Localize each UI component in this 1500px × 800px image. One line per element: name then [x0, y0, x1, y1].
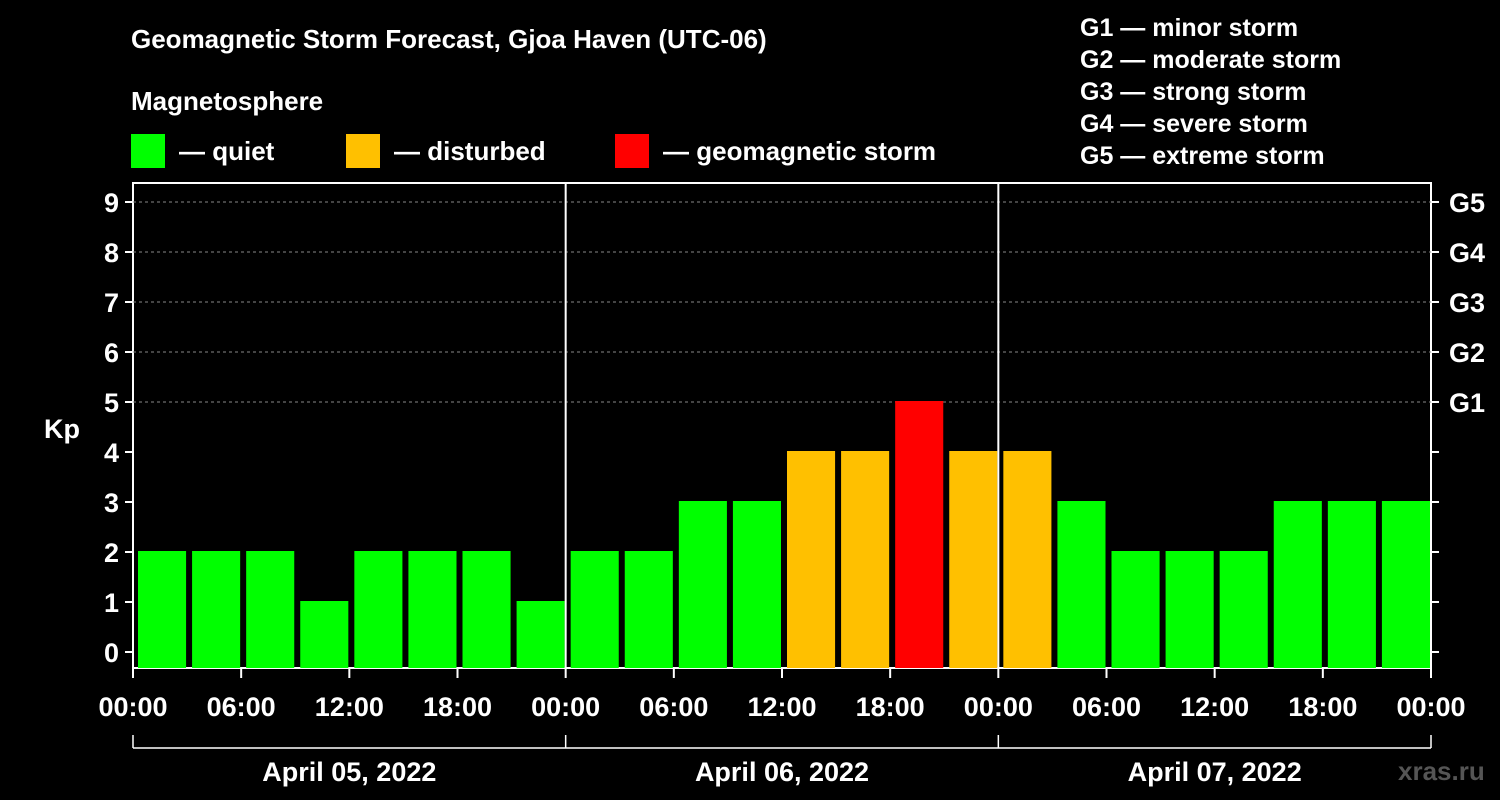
kp-bar [1057, 501, 1106, 668]
x-tick-label: 18:00 [1288, 692, 1357, 722]
kp-bar [1165, 551, 1214, 668]
legend-item-quiet: — quiet [131, 134, 274, 168]
legend-label-disturbed: — disturbed [394, 135, 546, 166]
y-tick-label: 6 [104, 338, 119, 368]
kp-bar [1381, 501, 1430, 668]
kp-bar [1327, 501, 1376, 668]
legend-swatch-quiet [131, 134, 165, 168]
g-scale-label: G5 [1449, 188, 1485, 218]
kp-bar [1003, 451, 1052, 668]
y-tick-label: 2 [104, 538, 119, 568]
y-tick-label: 0 [104, 638, 119, 668]
g-scale-label: G4 [1449, 238, 1485, 268]
kp-bar [462, 551, 511, 668]
x-tick-label: 06:00 [1072, 692, 1141, 722]
x-tick-label: 00:00 [531, 692, 600, 722]
day-label: April 07, 2022 [1128, 757, 1302, 787]
kp-bar [624, 551, 673, 668]
storm-scale-g1: G1 — minor storm [1080, 14, 1299, 42]
legend-label-quiet: — quiet [179, 135, 275, 166]
legend-item-disturbed: — disturbed [346, 134, 546, 168]
kp-bar [787, 451, 836, 668]
kp-bar [841, 451, 890, 668]
x-tick-label: 00:00 [1396, 692, 1465, 722]
y-tick-label: 4 [104, 438, 119, 468]
kp-bar [246, 551, 295, 668]
y-axis-label: Kp [44, 414, 80, 444]
x-tick-label: 12:00 [747, 692, 816, 722]
legend-heading: Magnetosphere [131, 86, 324, 116]
kp-bar [732, 501, 781, 668]
kp-bar [300, 601, 349, 668]
watermark: xras.ru [1398, 756, 1485, 786]
kp-bar [408, 551, 457, 668]
kp-bar [192, 551, 241, 668]
kp-bar [1219, 551, 1268, 668]
storm-scale-g2: G2 — moderate storm [1080, 46, 1342, 74]
g-scale-label: G2 [1449, 338, 1485, 368]
kp-bar [1111, 551, 1160, 668]
kp-bar [354, 551, 403, 668]
g-scale-label: G1 [1449, 388, 1485, 418]
legend-label-storm: — geomagnetic storm [663, 135, 937, 166]
legend-item-storm: — geomagnetic storm [615, 134, 936, 168]
day-label: April 06, 2022 [695, 757, 869, 787]
storm-scale-legend: G1 — minor storm G2 — moderate storm G3 … [1080, 12, 1341, 172]
kp-bar [949, 451, 998, 668]
x-tick-label: 18:00 [856, 692, 925, 722]
kp-bar [570, 551, 619, 668]
x-tick-label: 12:00 [315, 692, 384, 722]
kp-bar [138, 551, 187, 668]
x-tick-label: 06:00 [207, 692, 276, 722]
storm-scale-g4: G4 — severe storm [1080, 110, 1308, 138]
y-tick-label: 3 [104, 488, 119, 518]
x-tick-label: 00:00 [98, 692, 167, 722]
x-tick-label: 18:00 [423, 692, 492, 722]
kp-bar [516, 601, 565, 668]
y-tick-label: 7 [104, 288, 119, 318]
legend-swatch-storm [615, 134, 649, 168]
x-tick-label: 12:00 [1180, 692, 1249, 722]
g-scale-label: G3 [1449, 288, 1485, 318]
kp-bar [1273, 501, 1322, 668]
day-label: April 05, 2022 [262, 757, 436, 787]
kp-bar [895, 401, 944, 668]
storm-scale-g3: G3 — strong storm [1080, 78, 1307, 106]
x-tick-label: 00:00 [964, 692, 1033, 722]
chart-title: Geomagnetic Storm Forecast, Gjoa Haven (… [131, 24, 767, 54]
storm-scale-g5: G5 — extreme storm [1080, 142, 1325, 170]
x-tick-label: 06:00 [639, 692, 708, 722]
legend-swatch-disturbed [346, 134, 380, 168]
kp-bar [678, 501, 727, 668]
y-tick-label: 9 [104, 188, 119, 218]
y-tick-label: 1 [104, 588, 119, 618]
y-tick-label: 8 [104, 238, 119, 268]
y-tick-label: 5 [104, 388, 119, 418]
